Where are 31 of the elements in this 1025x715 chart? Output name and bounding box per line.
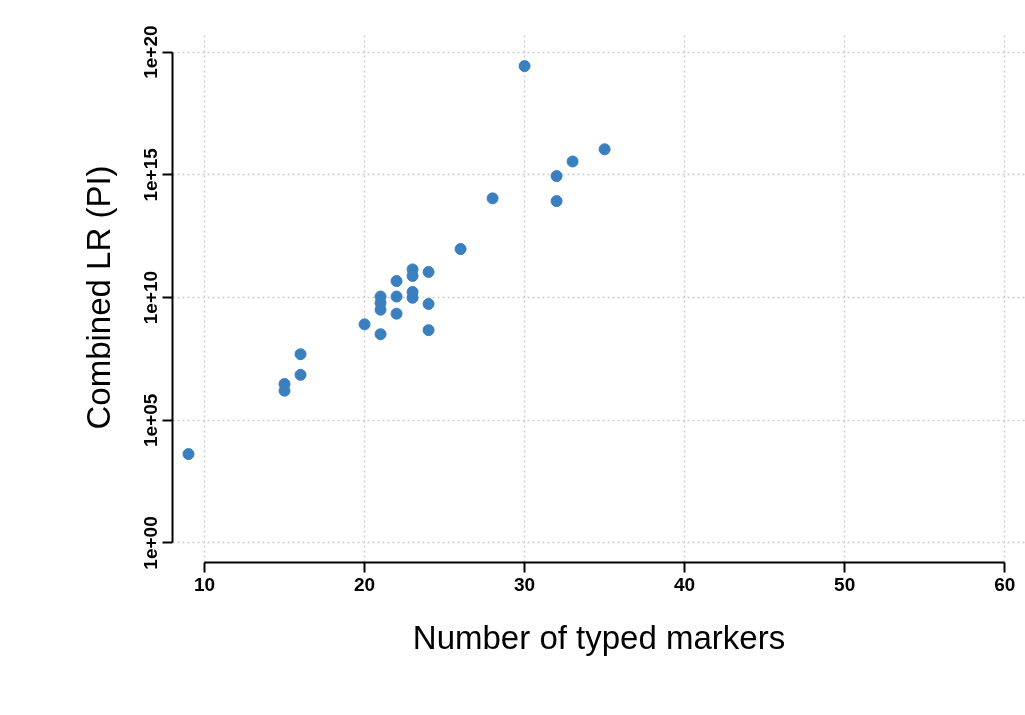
point: [374, 328, 387, 341]
x-tick-label: 50: [834, 573, 856, 595]
x-tick-label: 60: [994, 573, 1016, 595]
x-tick-label: 10: [193, 573, 216, 595]
point: [454, 243, 467, 255]
x-tick-label: 30: [514, 573, 536, 595]
y-axis-title: Combined LR (PI): [79, 165, 117, 430]
y-tick-label: 1e+00: [140, 516, 162, 570]
y-tick-label: 1e+15: [140, 147, 162, 202]
x-tick-label: 20: [353, 573, 376, 595]
point: [294, 368, 307, 381]
y-tick-label: 1e+20: [140, 25, 162, 79]
point: [486, 192, 499, 205]
point: [422, 324, 435, 337]
point: [358, 318, 371, 331]
x-tick-label: 40: [674, 573, 696, 595]
point: [550, 195, 563, 208]
point: [422, 297, 435, 310]
point: [518, 60, 531, 73]
point: [294, 348, 307, 361]
point: [550, 170, 563, 183]
point: [182, 448, 195, 461]
point: [598, 143, 611, 156]
point: [390, 275, 403, 288]
point: [422, 265, 435, 278]
point: [390, 290, 403, 303]
y-tick-label: 1e+10: [140, 270, 162, 325]
y-tick-label: 1e+05: [140, 393, 162, 447]
point: [566, 155, 579, 168]
x-axis-title: Number of typed markers: [412, 618, 786, 656]
point: [390, 307, 403, 320]
